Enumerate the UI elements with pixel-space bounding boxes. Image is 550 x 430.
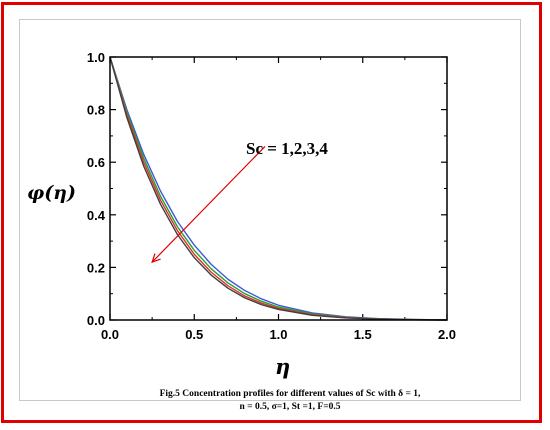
y-tick-label: 0.6 [87,155,105,170]
annotation-arrowhead [151,253,161,264]
caption-line-2: n = 0.5, σ=1, St =1, F=0.5 [239,402,341,412]
series-line-2 [109,56,448,321]
annotation-arrow [151,146,266,263]
plot-panel [19,19,521,401]
axes-box [109,56,448,321]
series-line-3 [109,56,448,321]
annotation-label: Sc = 1,2,3,4 [246,139,328,158]
x-tick-label: 2.0 [438,327,456,342]
x-tick-label: 1.0 [269,327,287,342]
x-axis-label: η [275,354,291,379]
y-axis-label: φ(η) [27,182,76,204]
x-tick-label: 0.0 [101,327,119,342]
y-tick-label: 1.0 [87,50,105,65]
series-line-1 [109,56,448,321]
series-line-4 [109,56,448,321]
y-tick-label: 0.8 [87,103,105,118]
y-tick-label: 0.4 [87,208,106,223]
y-tick-label: 0.2 [87,260,105,275]
x-tick-label: 0.5 [185,327,203,342]
x-tick-label: 1.5 [354,327,372,342]
caption-line-1: Fig.5 Concentration profiles for differe… [159,389,421,399]
y-tick-label: 0.0 [87,313,105,328]
